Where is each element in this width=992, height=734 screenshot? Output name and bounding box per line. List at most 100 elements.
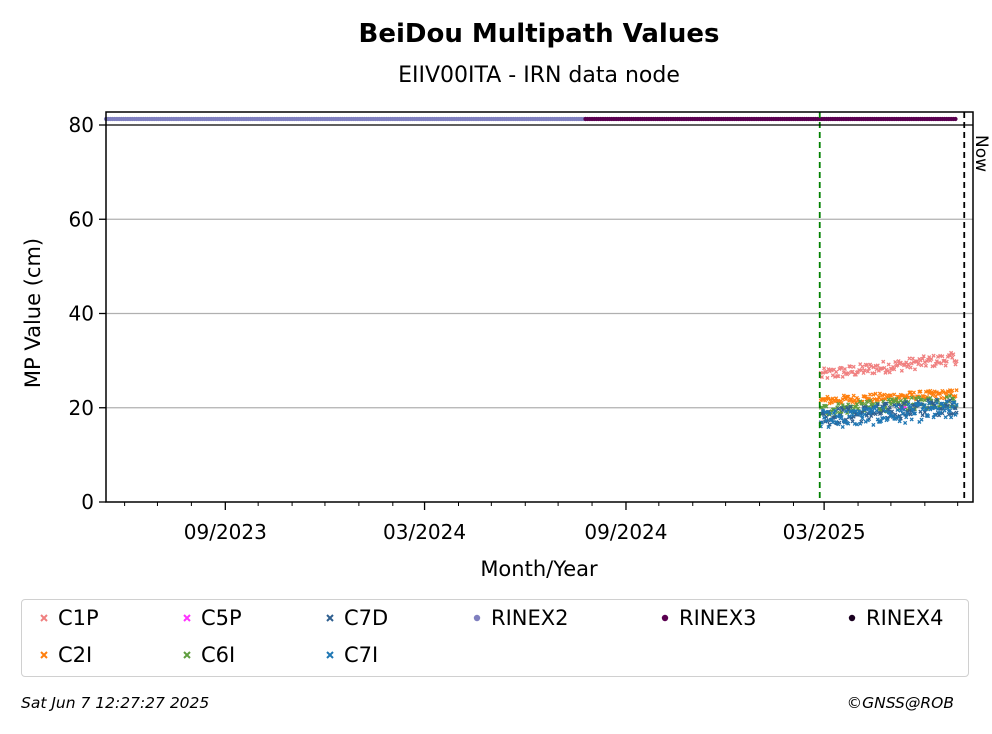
data-point-c6i [860, 401, 865, 406]
data-point-c7d [848, 404, 853, 409]
data-point-c7i [869, 407, 874, 412]
data-point-c7i [824, 418, 829, 423]
data-point-c7i [840, 424, 845, 430]
data-point-c1p [872, 371, 877, 376]
data-point-c2i [849, 397, 854, 402]
data-point-c1p [950, 355, 955, 360]
legend-label: RINEX3 [679, 606, 757, 630]
data-point-c1p [862, 368, 867, 373]
data-point-c1p [842, 366, 847, 372]
data-point-c7i [900, 411, 905, 416]
data-point-c7i [949, 415, 954, 420]
footer-timestamp: Sat Jun 7 12:27:27 2025 [21, 694, 210, 712]
legend-item-rinex4: RINEX4 [844, 606, 944, 630]
data-point-c1p [953, 362, 958, 367]
data-point-c2i [839, 400, 844, 405]
data-point-c7i [919, 417, 924, 422]
data-point-c2i [851, 393, 856, 398]
data-point-c7i [893, 416, 898, 422]
data-point-c7i [940, 401, 945, 406]
axes-layer: 0 20 40 60 80 09/2023 03/2024 09/2024 03/2025 [69, 111, 974, 544]
rinex-point-rinex3 [953, 116, 958, 122]
plot-frame [105, 111, 974, 503]
data-point-c1p [839, 365, 844, 371]
data-point-c7i [950, 405, 955, 410]
legend-marker-c2i [36, 643, 52, 667]
data-point-c7i [858, 421, 863, 426]
data-point-c7i [931, 415, 936, 420]
data-point-c7i [938, 410, 943, 415]
data-point-c1p [912, 367, 918, 372]
data-point-c1p [892, 367, 897, 372]
data-point-c1p [921, 354, 926, 359]
data-point-c1p [860, 364, 865, 369]
y-tick-label: 60 [69, 207, 94, 231]
data-point-c7i [827, 411, 832, 416]
data-point-c7i [895, 407, 900, 413]
legend-label: C1P [58, 606, 99, 630]
legend-marker-c7d [322, 606, 338, 630]
data-point-c1p [919, 363, 924, 368]
data-point-c1p [834, 369, 839, 374]
data-point-c1p [825, 375, 830, 381]
data-point-c7d [934, 397, 939, 402]
data-point-c1p [899, 368, 904, 373]
data-point-c7i [922, 403, 927, 408]
data-point-c7d [864, 413, 869, 418]
data-point-c2i [828, 397, 833, 402]
data-point-c1p [923, 363, 928, 368]
data-point-c2i [954, 388, 959, 393]
data-point-c2i [918, 389, 923, 394]
x-tick-label: 03/2025 [783, 520, 866, 544]
data-point-c7d [901, 401, 907, 406]
legend: C1P C5P C7D RINEX2 RINEX3 RINEX4 C2I C6I C7I [21, 599, 969, 677]
data-point-c7i [934, 400, 939, 405]
data-point-c1p [881, 359, 886, 364]
vertical-lines-layer: Now [818, 112, 991, 502]
data-point-c7i [927, 401, 932, 406]
data-point-c7d [898, 416, 903, 421]
data-point-c6i [854, 402, 860, 407]
legend-marker-c6i [179, 643, 195, 667]
data-point-c1p [931, 353, 936, 358]
data-point-c7d [929, 400, 934, 405]
y-tick-label: 0 [81, 490, 94, 514]
data-point-c7d [892, 402, 897, 408]
data-point-c7i [912, 411, 918, 416]
data-point-c1p [848, 364, 853, 369]
data-point-c7i [871, 422, 876, 427]
data-point-c1p [836, 374, 841, 379]
data-point-c1p [906, 362, 911, 367]
data-point-c6i [914, 396, 919, 401]
data-point-c7i [926, 413, 931, 419]
legend-marker-rinex2 [469, 606, 485, 630]
data-point-c1p [891, 364, 896, 370]
data-point-c7i [836, 422, 841, 427]
data-point-c7i [881, 405, 886, 410]
data-point-c7i [850, 412, 855, 417]
y-tick-label: 20 [69, 396, 94, 420]
data-point-c6i [864, 399, 869, 404]
legend-label: C2I [58, 643, 93, 667]
data-point-c6i [944, 395, 949, 400]
data-point-c6i [922, 398, 927, 403]
data-point-c2i [892, 392, 897, 397]
data-point-c2i [868, 392, 873, 397]
data-point-c7i [839, 415, 844, 420]
data-point-c1p [841, 370, 846, 375]
legend-item-c1p: C1P [36, 606, 99, 630]
legend-label: C7D [344, 606, 389, 630]
data-point-c1p [887, 370, 892, 375]
data-point-c7d [836, 406, 841, 411]
data-point-c1p [944, 359, 949, 364]
data-point-c1p [875, 363, 880, 368]
data-point-c1p [886, 362, 891, 367]
legend-marker-c1p [36, 606, 52, 630]
data-point-c2i [887, 393, 892, 398]
data-point-c2i [888, 393, 893, 398]
data-point-c2i [911, 390, 916, 395]
legend-marker-rinex3 [657, 606, 673, 630]
data-point-c1p [865, 369, 870, 374]
data-point-c7i [910, 407, 915, 413]
grid-layer [106, 218, 973, 409]
